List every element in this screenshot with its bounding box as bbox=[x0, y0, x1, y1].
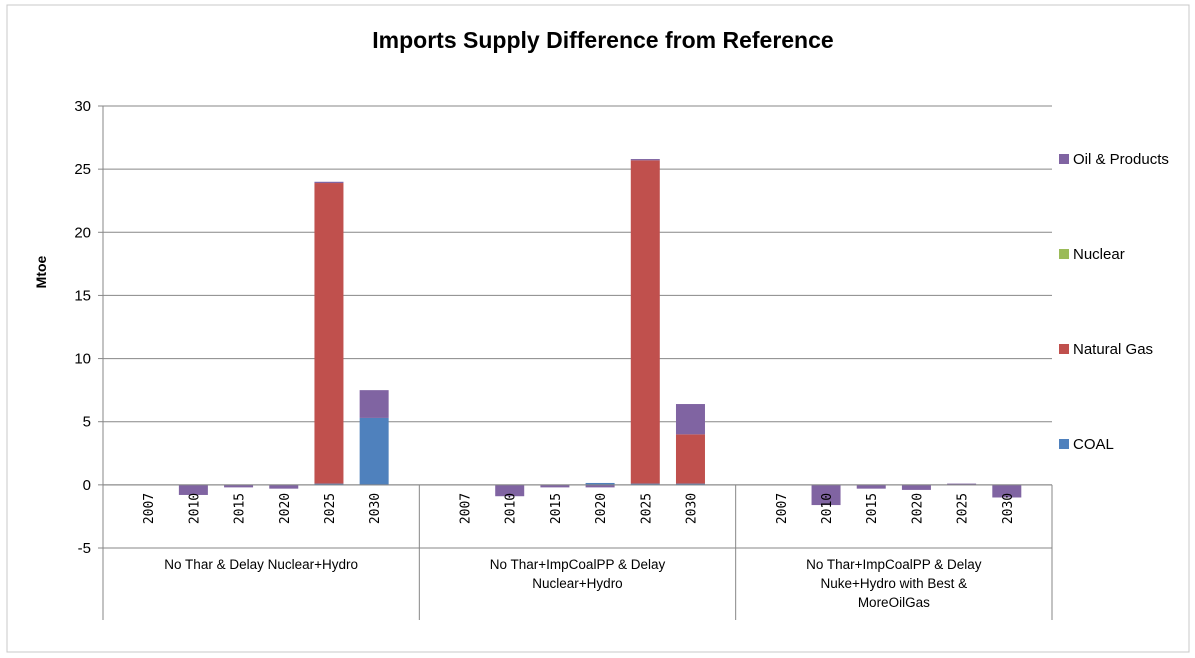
x-tick-label: 2020 bbox=[278, 493, 293, 524]
group-label: MoreOilGas bbox=[858, 595, 930, 610]
group-label: Nuke+Hydro with Best & bbox=[820, 576, 967, 591]
bar-natural-gas bbox=[314, 183, 344, 484]
y-tick-label: 20 bbox=[74, 224, 91, 241]
x-tick-label: 2020 bbox=[910, 493, 925, 524]
bar-coal bbox=[585, 482, 615, 485]
x-tick-label: 2025 bbox=[323, 493, 338, 524]
bar-oil-products bbox=[901, 484, 931, 490]
legend-swatch bbox=[1059, 249, 1069, 259]
legend-label: COAL bbox=[1073, 436, 1114, 453]
axes bbox=[102, 106, 1053, 620]
x-tick-label: 2025 bbox=[956, 493, 971, 524]
group-labels: No Thar & Delay Nuclear+Hydro No Thar+Imp… bbox=[164, 557, 982, 610]
group-label: No Thar & Delay Nuclear+Hydro bbox=[164, 557, 358, 572]
bar-coal bbox=[314, 483, 344, 485]
bar-oil-products bbox=[630, 159, 660, 161]
legend-swatch bbox=[1059, 439, 1069, 449]
chart-title: Imports Supply Difference from Reference bbox=[372, 27, 833, 53]
bar-oil-products bbox=[811, 484, 841, 506]
x-tick-label: 2030 bbox=[368, 493, 383, 524]
legend-swatch bbox=[1059, 154, 1069, 164]
bar-natural-gas bbox=[675, 434, 705, 484]
x-tick-label: 2015 bbox=[549, 493, 564, 524]
x-tick-label: 2030 bbox=[684, 493, 699, 524]
y-axis-ticks: -5 0 5 10 15 20 25 30 bbox=[74, 98, 103, 557]
y-tick-label: -5 bbox=[78, 540, 91, 557]
x-tick-label: 2007 bbox=[775, 493, 790, 524]
y-tick-label: 30 bbox=[74, 98, 91, 115]
legend-label: Oil & Products bbox=[1073, 151, 1169, 168]
y-tick-label: 25 bbox=[74, 161, 91, 178]
bar-oil-products bbox=[495, 484, 525, 497]
x-tick-label: 2015 bbox=[233, 493, 248, 524]
legend: Oil & Products Nuclear Natural Gas COAL bbox=[1059, 151, 1169, 453]
bar-oil-products bbox=[314, 181, 344, 184]
y-tick-label: 0 bbox=[83, 477, 91, 494]
bar-oil-products bbox=[224, 484, 254, 488]
x-tick-label: 2015 bbox=[865, 493, 880, 524]
x-tick-label: 2010 bbox=[187, 493, 202, 524]
x-tick-label: 2010 bbox=[820, 493, 835, 524]
x-axis-ticks: 2007 2010 2015 2020 2025 2030 2007 2010 2015 2020… bbox=[142, 493, 1016, 524]
bars bbox=[178, 159, 1022, 506]
x-tick-label: 2007 bbox=[142, 493, 157, 524]
bar-oil-products bbox=[992, 484, 1022, 498]
y-axis-label: Mtoe bbox=[33, 255, 49, 288]
bar-coal bbox=[675, 483, 705, 485]
bar-oil-products bbox=[947, 483, 977, 485]
bar-coal bbox=[359, 417, 389, 485]
y-tick-label: 5 bbox=[83, 414, 91, 431]
legend-swatch bbox=[1059, 344, 1069, 354]
bar-oil-products bbox=[540, 484, 570, 488]
x-tick-label: 2025 bbox=[639, 493, 654, 524]
y-tick-label: 10 bbox=[74, 351, 91, 368]
x-tick-label: 2020 bbox=[594, 493, 609, 524]
bar-oil-products bbox=[178, 484, 208, 495]
bar-oil-products bbox=[856, 484, 886, 489]
group-label: Nuclear+Hydro bbox=[532, 576, 622, 591]
group-label: No Thar+ImpCoalPP & Delay bbox=[490, 557, 666, 572]
legend-label: Nuclear bbox=[1073, 246, 1125, 263]
bar-oil-products bbox=[675, 404, 705, 435]
legend-label: Natural Gas bbox=[1073, 341, 1153, 358]
y-tick-label: 15 bbox=[74, 287, 91, 304]
chart-frame bbox=[6, 4, 1190, 653]
bar-oil-products bbox=[269, 484, 299, 489]
bar-oil-products bbox=[585, 484, 615, 488]
bar-coal bbox=[630, 483, 660, 485]
group-label: No Thar+ImpCoalPP & Delay bbox=[806, 557, 982, 572]
bar-natural-gas bbox=[630, 160, 660, 484]
x-tick-label: 2030 bbox=[1001, 493, 1016, 524]
x-tick-label: 2010 bbox=[504, 493, 519, 524]
bar-oil-products bbox=[359, 390, 389, 418]
x-tick-label: 2007 bbox=[459, 493, 474, 524]
